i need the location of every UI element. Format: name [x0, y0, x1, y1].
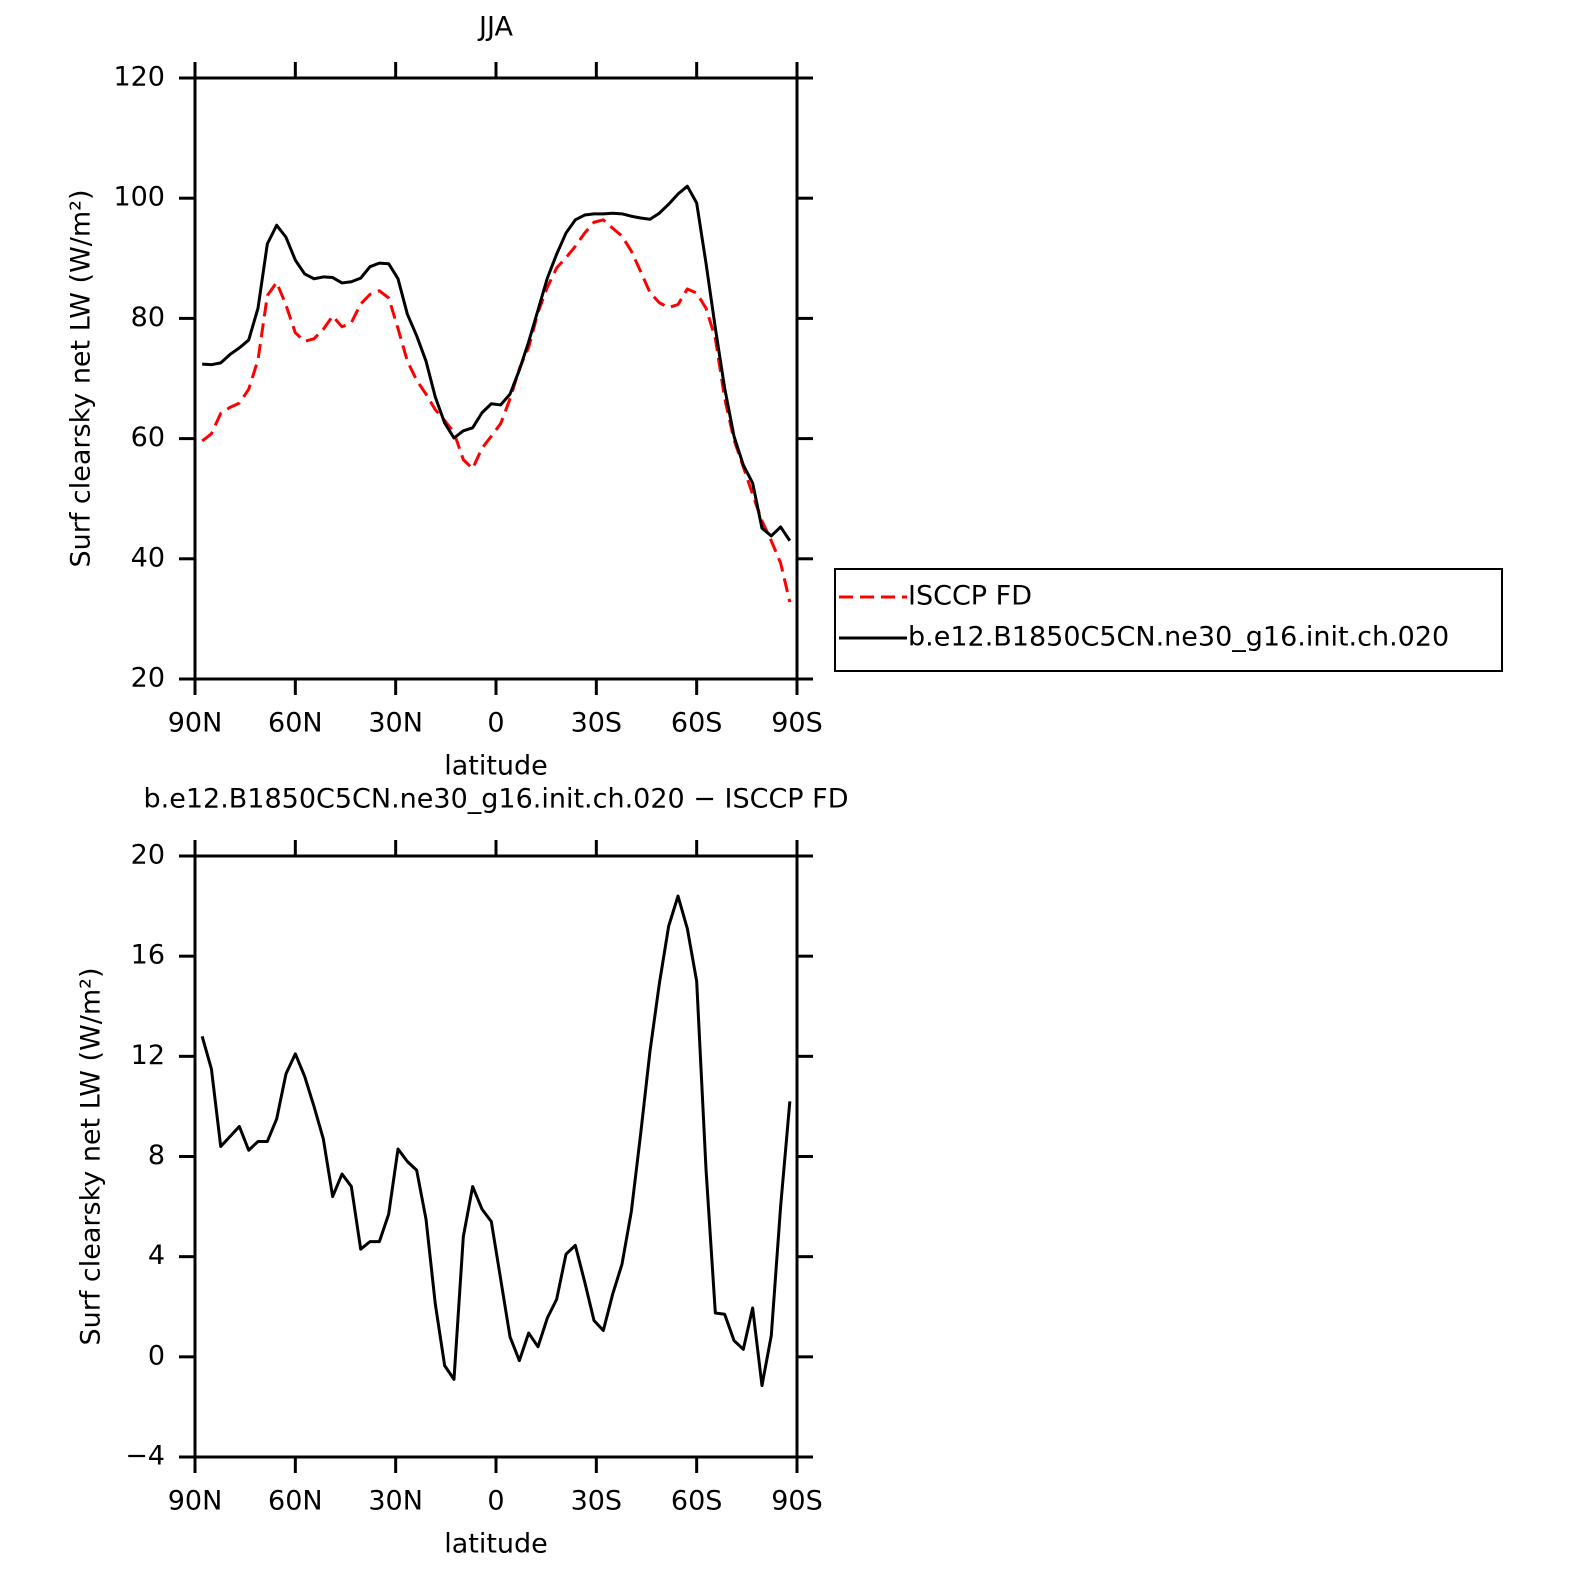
- x-axis-label: latitude: [444, 1529, 548, 1560]
- y-tick-label: −4: [125, 1441, 165, 1472]
- y-tick-label: 16: [131, 940, 165, 971]
- y-tick-label: 120: [113, 62, 165, 93]
- y-tick-label: 4: [148, 1240, 165, 1271]
- x-tick-label: 60N: [268, 708, 323, 739]
- y-tick-label: 20: [131, 663, 165, 694]
- x-tick-label: 0: [487, 708, 504, 739]
- x-tick-label: 30S: [571, 1486, 623, 1517]
- y-axis-label: Surf clearsky net LW (W/m²): [66, 189, 97, 567]
- plot-frame: [193, 854, 799, 1459]
- data-line: [200, 894, 792, 1388]
- legend-label: ISCCP FD: [908, 581, 1032, 612]
- x-tick-label: 90S: [771, 708, 823, 739]
- y-tick-label: 80: [131, 302, 165, 333]
- x-tick-label: 0: [487, 1486, 504, 1517]
- legend-box: [834, 568, 1503, 672]
- x-tick-label: 30N: [368, 708, 423, 739]
- y-tick-label: 20: [131, 840, 165, 871]
- chart-title: b.e12.B1850C5CN.ne30_g16.init.ch.020 − I…: [144, 784, 849, 815]
- x-tick-label: 60S: [671, 1486, 723, 1517]
- x-tick-label: 90N: [168, 1486, 223, 1517]
- x-tick-label: 60N: [268, 1486, 323, 1517]
- data-line: [202, 184, 792, 542]
- x-tick-label: 90S: [771, 1486, 823, 1517]
- y-tick-label: 100: [113, 182, 165, 213]
- y-tick-label: 60: [131, 422, 165, 453]
- legend-label: b.e12.B1850C5CN.ne30_g16.init.ch.020: [908, 622, 1449, 653]
- y-tick-label: 0: [148, 1340, 165, 1371]
- x-tick-label: 30N: [368, 1486, 423, 1517]
- y-tick-label: 12: [131, 1040, 165, 1071]
- y-axis-label: Surf clearsky net LW (W/m²): [76, 967, 107, 1345]
- x-axis-label: latitude: [444, 751, 548, 782]
- chart-title: JJA: [477, 12, 513, 43]
- data-line: [201, 218, 792, 603]
- x-tick-label: 60S: [671, 708, 723, 739]
- y-tick-label: 40: [131, 542, 165, 573]
- x-tick-label: 90N: [168, 708, 223, 739]
- plot-frame: [193, 76, 799, 681]
- y-tick-label: 8: [148, 1140, 165, 1171]
- x-tick-label: 30S: [571, 708, 623, 739]
